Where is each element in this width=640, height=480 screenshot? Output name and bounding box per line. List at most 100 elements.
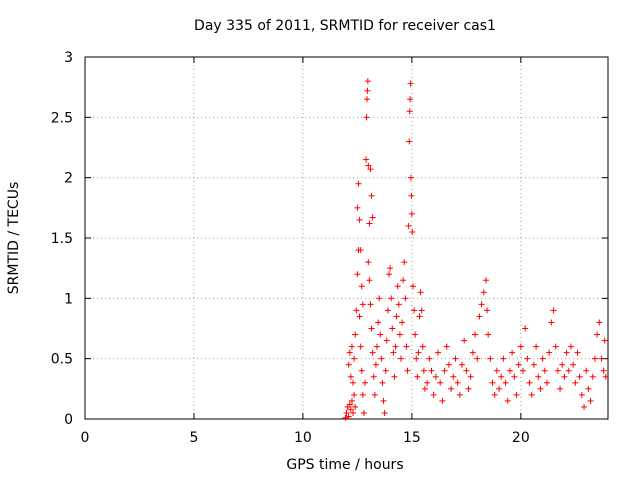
- data-point: [368, 325, 375, 332]
- data-point: [397, 355, 404, 362]
- data-point: [348, 343, 355, 350]
- data-point: [487, 355, 494, 362]
- data-point: [345, 413, 352, 420]
- data-point: [421, 385, 428, 392]
- data-point: [567, 343, 574, 350]
- data-point: [406, 108, 413, 115]
- data-point: [354, 271, 361, 278]
- data-point: [418, 307, 425, 314]
- data-point: [515, 361, 522, 368]
- data-point: [589, 373, 596, 380]
- grid-lines: [85, 57, 608, 419]
- data-point: [392, 343, 399, 350]
- data-point: [363, 114, 370, 121]
- data-point: [393, 313, 400, 320]
- data-point: [363, 96, 370, 103]
- data-point: [530, 361, 537, 368]
- data-point: [452, 355, 459, 362]
- data-point: [402, 295, 409, 302]
- data-point: [403, 343, 410, 350]
- data-point: [376, 295, 383, 302]
- data-point: [382, 367, 389, 374]
- data-point: [491, 391, 498, 398]
- data-point: [585, 385, 592, 392]
- data-point: [541, 367, 548, 374]
- data-point: [424, 379, 431, 386]
- data-point: [343, 409, 350, 416]
- data-point: [524, 355, 531, 362]
- data-points: [342, 78, 609, 421]
- data-point: [506, 367, 513, 374]
- data-point: [572, 379, 579, 386]
- data-point: [537, 385, 544, 392]
- data-point: [463, 367, 470, 374]
- data-point: [484, 307, 491, 314]
- data-point: [576, 373, 583, 380]
- data-point: [419, 343, 426, 350]
- data-point: [394, 283, 401, 290]
- data-point: [587, 397, 594, 404]
- data-point: [406, 138, 413, 145]
- data-point: [437, 379, 444, 386]
- data-point: [565, 367, 572, 374]
- data-point: [342, 414, 349, 421]
- data-point: [408, 210, 415, 217]
- chart-title: Day 335 of 2011, SRMTID for receiver cas…: [194, 18, 496, 34]
- data-point: [409, 228, 416, 235]
- data-point: [570, 361, 577, 368]
- data-point: [405, 222, 412, 229]
- y-tick-label: 1.5: [51, 231, 73, 247]
- data-point: [513, 391, 520, 398]
- data-point: [359, 301, 366, 308]
- y-tick-label: 2: [64, 171, 73, 187]
- data-point: [357, 247, 364, 254]
- data-point: [366, 277, 373, 284]
- data-point: [408, 192, 415, 199]
- data-point: [550, 307, 557, 314]
- data-point: [435, 349, 442, 356]
- data-point: [485, 331, 492, 338]
- data-point: [390, 349, 397, 356]
- data-point: [428, 367, 435, 374]
- data-point: [396, 331, 403, 338]
- data-point: [372, 361, 379, 368]
- data-point: [407, 80, 414, 87]
- data-point: [458, 361, 465, 368]
- data-point: [543, 379, 550, 386]
- data-point: [469, 349, 476, 356]
- data-point: [489, 379, 496, 386]
- data-point: [461, 337, 468, 344]
- data-point: [385, 271, 392, 278]
- data-point: [414, 373, 421, 380]
- data-point: [511, 373, 518, 380]
- data-point: [445, 361, 452, 368]
- data-point: [377, 331, 384, 338]
- data-point: [539, 355, 546, 362]
- data-point: [578, 391, 585, 398]
- y-tick-label: 0: [64, 412, 73, 428]
- data-point: [378, 355, 385, 362]
- data-point: [408, 174, 415, 181]
- data-point: [493, 367, 500, 374]
- data-point: [370, 373, 377, 380]
- data-point: [559, 361, 566, 368]
- data-point: [400, 277, 407, 284]
- data-point: [360, 409, 367, 416]
- data-point: [563, 349, 570, 356]
- data-point: [367, 166, 374, 173]
- data-point: [520, 367, 527, 374]
- data-point: [395, 301, 402, 308]
- data-point: [426, 355, 433, 362]
- data-point: [371, 391, 378, 398]
- x-tick-label: 20: [512, 430, 530, 446]
- data-point: [364, 87, 371, 94]
- data-point: [454, 379, 461, 386]
- data-point: [347, 406, 354, 413]
- data-point: [482, 277, 489, 284]
- data-point: [351, 355, 358, 362]
- y-tick-label: 1: [64, 291, 73, 307]
- data-point: [407, 96, 414, 103]
- axes: [84, 56, 609, 420]
- data-point: [517, 343, 524, 350]
